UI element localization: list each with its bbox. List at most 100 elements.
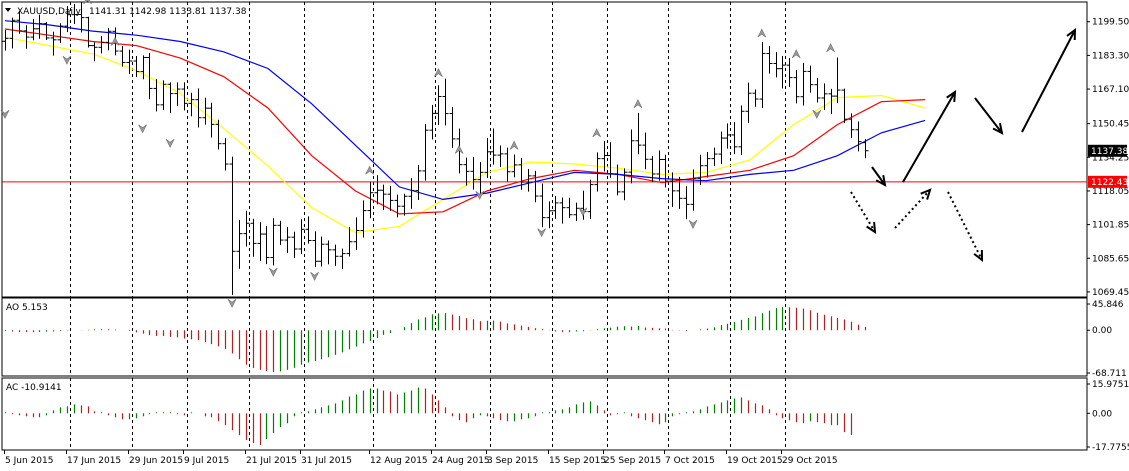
ohlc-bar — [78, 2, 85, 33]
ohlc-bar — [332, 244, 339, 266]
ohlc-bar — [387, 185, 394, 211]
projection-arrow — [974, 97, 1003, 134]
ohlc-bar — [408, 178, 415, 209]
dotted-arrow-head — [866, 221, 877, 234]
price-tick-label: 1167.10 — [1092, 85, 1129, 95]
ohlc-readout: 1141.31 1142.98 1133.81 1137.38 — [89, 7, 247, 17]
level-price-badge — [1088, 175, 1127, 188]
ac-tick-label: 0.00 — [1092, 409, 1112, 419]
current-price-badge — [1088, 144, 1127, 157]
arrow-head — [1066, 27, 1077, 41]
ohlc-bar — [635, 112, 642, 155]
ohlc-bar — [786, 58, 793, 87]
ohlc-bar — [291, 231, 298, 258]
ohlc-bar — [250, 218, 257, 257]
price-tick-label: 1069.45 — [1092, 288, 1129, 298]
ohlc-bar — [552, 196, 559, 219]
date-label: 3 Sep 2015 — [487, 456, 538, 466]
fractal-down-icon — [0, 109, 10, 119]
ohlc-bar — [243, 210, 250, 247]
fractal-up-icon — [592, 128, 601, 138]
ohlc-bar — [484, 137, 491, 178]
arrow-head — [875, 174, 887, 187]
ohlc-bar — [105, 28, 112, 51]
ohlc-bar — [697, 154, 704, 186]
price-panel-frame — [1, 1, 1088, 298]
ohlc-bar — [821, 83, 828, 110]
ohlc-bar — [339, 248, 346, 269]
ohlc-bar — [690, 169, 697, 211]
fractal-down-icon — [578, 207, 588, 217]
ohlc-bar — [628, 129, 635, 184]
ohlc-bar — [257, 222, 264, 261]
fractal-up-icon — [791, 49, 801, 59]
date-label: 9 Jul 2015 — [184, 456, 229, 466]
fractal-down-icon — [688, 220, 698, 229]
projection-arrow — [902, 91, 956, 183]
ohlc-bar — [298, 219, 305, 254]
ohlc-bar — [601, 140, 608, 172]
price-tick-label: 1134.25 — [1092, 153, 1129, 163]
ao-title: AO 5.153 — [6, 303, 48, 313]
symbol-title: XAUUSD,Daily — [17, 7, 81, 17]
ohlc-bar — [573, 202, 580, 221]
ohlc-bar — [415, 164, 422, 200]
ohlc-bar — [807, 65, 814, 93]
fractal-down-icon — [227, 298, 237, 308]
ohlc-bar — [195, 88, 202, 128]
ohlc-bar — [532, 170, 539, 203]
price-tick-label: 1183.30 — [1092, 51, 1129, 61]
ohlc-bar — [718, 131, 725, 165]
ohlc-bar — [236, 219, 243, 269]
ma-line-fast — [4, 36, 926, 234]
fractal-up-icon — [110, 36, 120, 46]
ohlc-bar — [422, 124, 429, 181]
fractal-down-icon — [269, 267, 278, 277]
date-label: 15 Sep 2015 — [549, 456, 606, 466]
ohlc-bar — [566, 197, 573, 219]
ohlc-bar — [738, 105, 745, 156]
ohlc-bar — [36, 14, 43, 39]
ohlc-bar — [656, 150, 663, 181]
fractal-down-icon — [310, 271, 319, 281]
price-bars — [2, 2, 869, 295]
ohlc-bar — [559, 197, 566, 224]
dropdown-triangle-icon — [5, 8, 11, 12]
ohlc-bar — [174, 82, 181, 106]
ohlc-bar — [711, 147, 718, 166]
ohlc-bar — [30, 18, 37, 41]
ohlc-bar — [862, 139, 869, 159]
ao-tick-label: 45.846 — [1092, 300, 1124, 310]
date-label: 5 Jun 2015 — [5, 456, 53, 466]
ohlc-bar — [752, 89, 759, 107]
ohlc-bar — [64, 6, 71, 33]
ao-panel-frame — [1, 297, 1088, 377]
date-label: 31 Jul 2015 — [301, 456, 352, 466]
ohlc-bar — [504, 147, 511, 182]
ohlc-bar — [57, 23, 64, 43]
ohlc-bar — [745, 82, 752, 124]
fractal-down-icon — [812, 109, 822, 119]
ohlc-bar — [642, 132, 649, 170]
ohlc-bar — [277, 220, 284, 245]
dotted-arrow-head — [920, 188, 932, 200]
date-label: 12 Aug 2015 — [370, 456, 428, 466]
fractal-up-icon — [434, 67, 443, 77]
ohlc-bar — [284, 226, 291, 253]
ohlc-bar — [9, 17, 16, 49]
fractal-up-icon — [365, 165, 374, 175]
ohlc-bar — [614, 164, 621, 196]
arrow-head — [992, 123, 1004, 135]
ohlc-bar — [429, 104, 436, 140]
date-label: 7 Oct 2015 — [665, 456, 715, 466]
dotted-arrow-head — [973, 249, 984, 263]
ohlc-bar — [834, 57, 841, 104]
fractal-up-icon — [633, 99, 643, 109]
ohlc-bar — [669, 172, 676, 207]
ohlc-bar — [724, 123, 731, 149]
ac-tick-label: 15.9751 — [1092, 380, 1129, 390]
ohlc-bar — [594, 152, 601, 192]
ohlc-bar — [167, 82, 174, 114]
